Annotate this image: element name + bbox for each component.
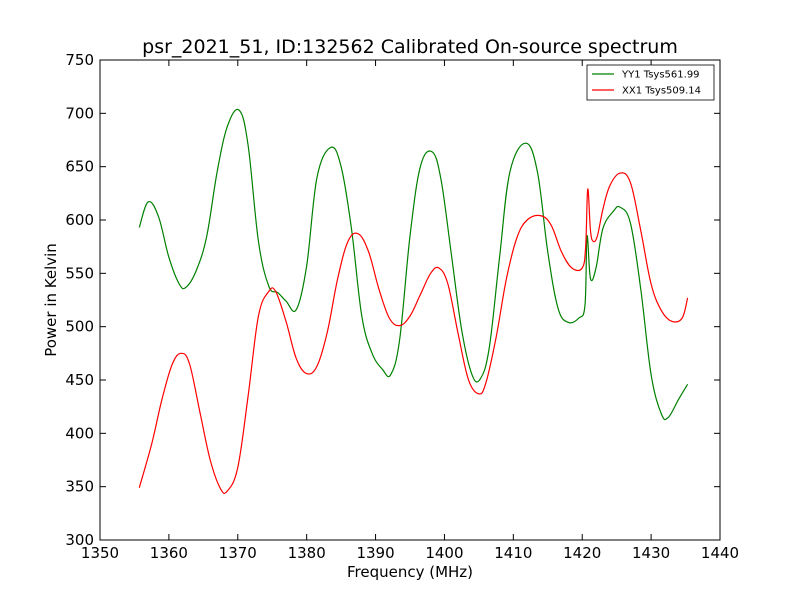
x-axis-label: Frequency (MHz) [347,563,473,581]
legend-box [586,64,715,101]
x-tick-label: 1410 [494,544,532,562]
x-tick-label: 1420 [563,544,601,562]
y-tick-label: 650 [65,158,94,176]
y-tick-label: 600 [65,211,94,229]
series-line-xx1 [138,172,689,495]
x-tick-label: 1390 [356,544,394,562]
legend-label-yy1: YY1 Tsys561.99 [621,70,700,81]
x-tick-label: 1400 [425,544,463,562]
y-tick-label: 400 [65,424,94,442]
ticks-layer: 1350 1360 1370 1380 1390 1400 1410 1420 1430 1440… [65,51,739,562]
y-tick-label: 300 [65,531,94,549]
chart-title: psr_2021_51, ID:132562 Calibrated On-sou… [142,36,678,58]
series-line-yy1 [138,108,689,421]
plot-frame [99,59,721,541]
x-tick-label: 1360 [150,544,188,562]
legend: YY1 Tsys561.99 XX1 Tsys509.14 [586,64,715,101]
y-tick-label: 450 [65,371,94,389]
y-tick-label: 350 [65,478,94,496]
y-tick-label: 550 [65,264,94,282]
x-tick-label: 1370 [219,544,257,562]
y-axis-label: Power in Kelvin [42,243,60,357]
x-tick-label: 1380 [288,544,326,562]
x-tick-label: 1430 [632,544,670,562]
x-tick-label: 1440 [701,544,739,562]
series-layer [138,108,689,495]
y-tick-label: 750 [65,51,94,69]
y-tick-label: 500 [65,318,94,336]
legend-label-xx1: XX1 Tsys509.14 [622,86,701,97]
x-tick-label: 1350 [81,544,119,562]
y-tick-label: 700 [65,104,94,122]
